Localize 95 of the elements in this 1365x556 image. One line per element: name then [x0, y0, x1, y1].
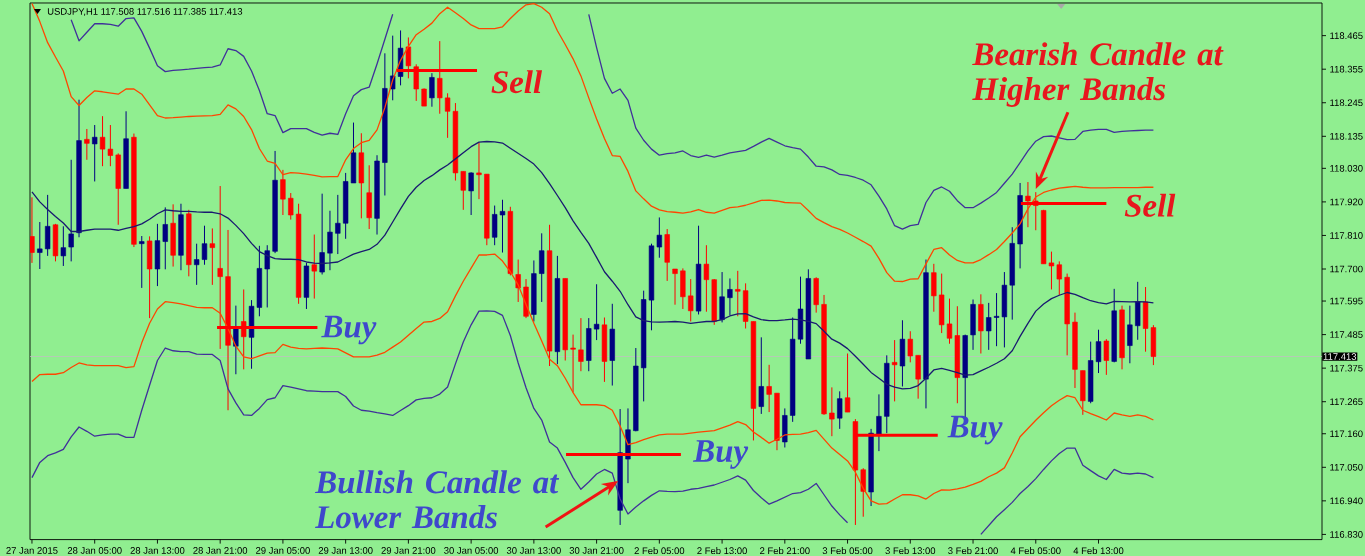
candlestick: [92, 124, 98, 182]
candlestick: [30, 196, 35, 264]
annotation: Buy: [692, 440, 749, 469]
candlestick: [460, 170, 466, 211]
candlestick: [931, 263, 937, 313]
x-tick-label: 29 Jan 21:00: [381, 547, 436, 554]
candlestick: [84, 128, 90, 161]
y-tick-label: 117.700: [1330, 265, 1363, 273]
candlestick: [766, 364, 772, 413]
annotation: Bullish Candle at Lower Bands: [314, 470, 560, 529]
x-tick-label: 4 Feb 05:00: [1010, 547, 1061, 555]
candlestick: [1135, 281, 1141, 341]
x-tick-label: 2 Feb 05:00: [634, 547, 685, 555]
annotation: Sell: [1124, 193, 1176, 217]
candlestick: [1103, 338, 1109, 376]
ref-line-label: 117.413: [1323, 353, 1357, 360]
candlestick: [735, 270, 741, 317]
candlestick: [319, 193, 325, 275]
candlestick: [829, 386, 835, 437]
annotation: Bearish Candle at Higher Bands: [972, 42, 1224, 107]
candlestick: [1095, 329, 1102, 374]
candlestick: [139, 235, 145, 289]
candlestick: [468, 171, 474, 216]
x-tick-label: 28 Jan 13:00: [130, 547, 185, 554]
candlestick: [429, 72, 435, 108]
x-tick-label: 30 Jan 13:00: [506, 547, 561, 554]
candlestick: [860, 467, 866, 518]
y-tick-label: 117.265: [1330, 398, 1363, 406]
y-tick-label: 118.135: [1330, 132, 1363, 140]
candlestick: [209, 227, 215, 286]
candlestick: [99, 115, 106, 167]
x-tick-label: 4 Feb 13:00: [1073, 547, 1124, 555]
annotation: Buy: [321, 315, 377, 345]
candlestick: [719, 271, 725, 323]
candlestick: [264, 244, 270, 308]
y-tick-label: 116.830: [1330, 531, 1363, 538]
y-tick-label: 118.355: [1330, 65, 1363, 73]
y-tick-label: 116.940: [1330, 497, 1363, 505]
annotation: Sell: [491, 70, 543, 94]
x-tick-label: 27 Jan 2015: [6, 547, 58, 554]
candlestick: [672, 268, 678, 306]
candlestick: [727, 277, 733, 316]
x-tick-label: 2 Feb 13:00: [697, 547, 747, 555]
x-tick-label: 29 Jan 13:00: [318, 547, 373, 554]
candlestick: [327, 210, 333, 271]
annotation: Buy: [947, 415, 1003, 445]
x-tick-label: 30 Jan 21:00: [569, 547, 624, 554]
candlestick: [703, 244, 710, 313]
candlestick: [986, 302, 992, 351]
y-tick-label: 118.245: [1330, 99, 1363, 107]
candlestick: [233, 305, 239, 375]
x-tick-label: 3 Feb 13:00: [885, 547, 936, 555]
y-tick-label: 117.375: [1330, 364, 1363, 372]
candlestick: [593, 283, 600, 341]
x-tick-label: 2 Feb 21:00: [760, 547, 810, 555]
candlestick: [907, 330, 913, 363]
candlestick: [1056, 260, 1062, 296]
x-tick-label: 29 Jan 05:00: [256, 547, 310, 554]
y-tick-label: 117.595: [1330, 297, 1363, 305]
candlestick: [60, 225, 66, 267]
candlestick: [844, 353, 851, 413]
candlestick: [539, 232, 545, 303]
candlestick: [280, 169, 286, 216]
candlestick: [758, 336, 764, 415]
candlestick: [335, 194, 341, 255]
y-tick-label: 117.050: [1330, 463, 1363, 471]
x-tick-label: 3 Feb 21:00: [948, 547, 998, 555]
candlestick: [162, 206, 168, 270]
candlestick: [891, 339, 898, 402]
candlestick: [876, 393, 882, 452]
candlestick: [37, 221, 43, 270]
candlestick: [570, 334, 576, 394]
y-tick-label: 118.465: [1330, 32, 1363, 39]
y-tick-label: 117.160: [1330, 430, 1363, 438]
candlestick: [578, 317, 584, 372]
candlestick: [288, 192, 294, 221]
chart-title: USDJPY,H1 117.508 117.516 117.385 117.413: [47, 8, 243, 16]
candlestick: [515, 259, 521, 303]
candlestick: [107, 124, 114, 167]
candlestick: [311, 234, 317, 300]
x-tick-label: 30 Jan 05:00: [444, 547, 499, 554]
y-tick-label: 117.920: [1330, 198, 1363, 206]
y-tick-label: 118.030: [1330, 164, 1363, 172]
candlestick: [68, 159, 74, 262]
candlestick: [1127, 305, 1133, 364]
x-tick-label: 3 Feb 05:00: [822, 547, 873, 555]
candlestick: [688, 278, 694, 322]
candlestick: [44, 194, 51, 257]
x-tick-label: 28 Jan 05:00: [67, 547, 122, 554]
candlestick: [915, 354, 921, 400]
y-tick-label: 117.810: [1330, 232, 1363, 239]
candlestick: [476, 141, 482, 200]
y-tick-label: 117.485: [1330, 331, 1363, 338]
candlestick: [837, 390, 843, 430]
x-tick-label: 28 Jan 21:00: [193, 547, 248, 554]
